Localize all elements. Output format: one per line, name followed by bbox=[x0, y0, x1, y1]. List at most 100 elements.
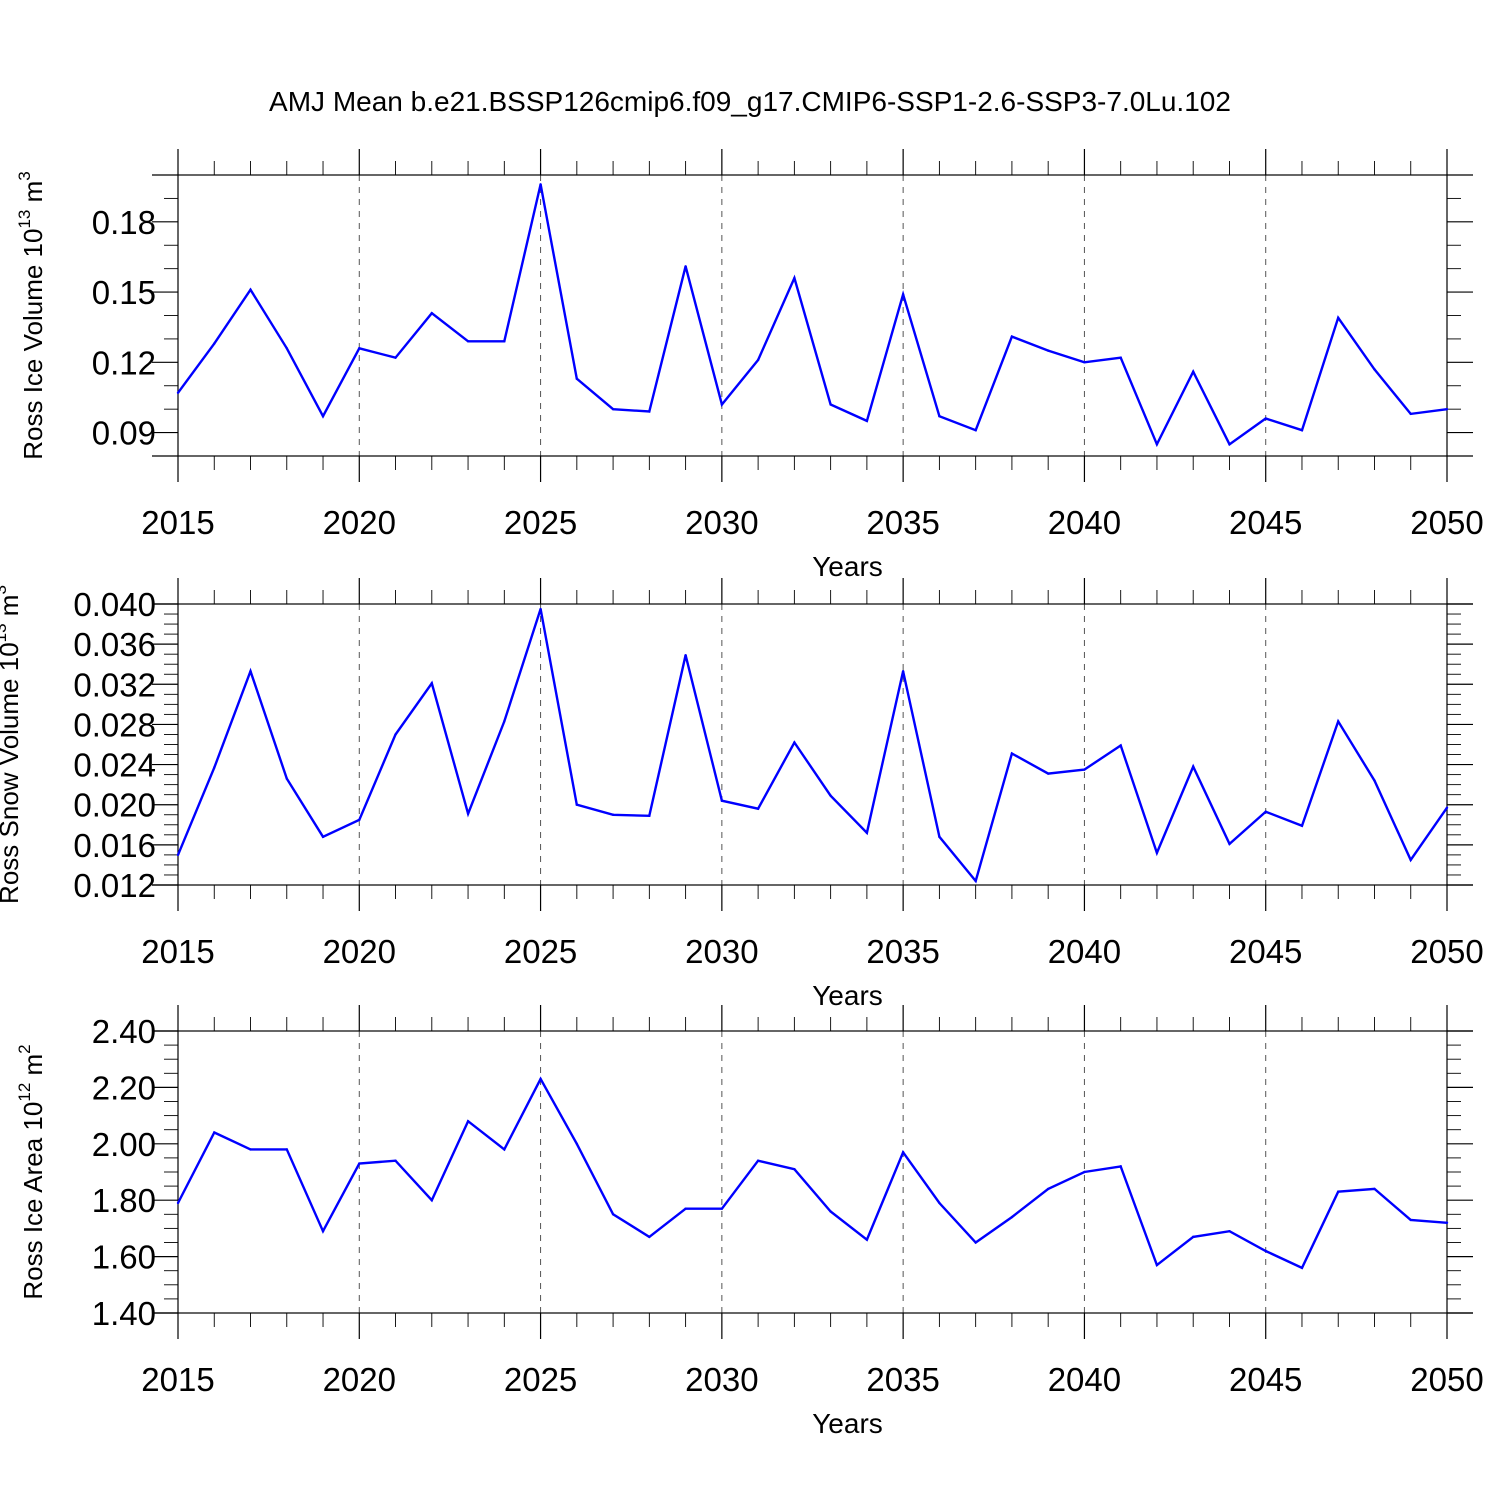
data-point bbox=[1083, 768, 1086, 771]
data-point bbox=[285, 347, 288, 350]
data-point bbox=[720, 403, 724, 406]
y-tick-label: 1.40 bbox=[92, 1295, 156, 1332]
data-point bbox=[539, 607, 542, 611]
data-point bbox=[1119, 1165, 1122, 1168]
data-point bbox=[213, 1131, 216, 1134]
data-point bbox=[756, 807, 760, 810]
x-tick-label: 2045 bbox=[1229, 933, 1302, 970]
data-point bbox=[793, 741, 796, 744]
data-point bbox=[829, 1210, 832, 1213]
x-axis-label: Years bbox=[812, 980, 883, 1011]
y-tick-label: 0.024 bbox=[73, 747, 156, 784]
series-line bbox=[176, 1076, 1448, 1270]
x-tick-label: 2020 bbox=[323, 504, 396, 541]
data-point bbox=[1228, 842, 1231, 846]
y-axis-label: Ross Ice Area 1012 m2 bbox=[15, 1044, 48, 1299]
y-axis-label-exponent: 13 bbox=[0, 623, 10, 642]
data-point bbox=[901, 293, 905, 296]
y-axis-label-exponent: 12 bbox=[15, 1083, 34, 1102]
data-point bbox=[1337, 1190, 1340, 1193]
plot-frame bbox=[177, 174, 1448, 457]
y-axis-label-text: Ross Snow Volume 10 bbox=[0, 642, 24, 904]
series-line bbox=[177, 184, 1448, 448]
data-point bbox=[1010, 335, 1014, 338]
data-point bbox=[1119, 744, 1122, 747]
x-tick-label: 2035 bbox=[866, 933, 939, 970]
data-point bbox=[1337, 316, 1340, 320]
data-point bbox=[249, 670, 252, 673]
data-point bbox=[829, 794, 832, 797]
data-point bbox=[575, 377, 579, 380]
x-tick-label: 2025 bbox=[504, 504, 577, 541]
data-point bbox=[249, 288, 252, 291]
plot-frame bbox=[177, 603, 1448, 886]
data-point bbox=[865, 1238, 869, 1241]
x-tick-label: 2035 bbox=[866, 1361, 939, 1398]
x-tick-label: 2035 bbox=[866, 504, 939, 541]
data-point bbox=[285, 1148, 288, 1151]
y-tick-label: 0.036 bbox=[73, 626, 156, 663]
data-point bbox=[974, 429, 977, 432]
data-point bbox=[1264, 810, 1267, 813]
y-tick-label: 2.40 bbox=[92, 1013, 156, 1050]
data-point bbox=[321, 1230, 325, 1233]
data-point bbox=[176, 853, 180, 857]
data-point bbox=[575, 1142, 579, 1146]
data-point bbox=[1409, 412, 1412, 416]
data-point bbox=[430, 682, 433, 685]
data-point bbox=[1155, 443, 1159, 446]
data-point bbox=[1155, 851, 1159, 855]
x-tick-label: 2040 bbox=[1048, 933, 1121, 970]
data-point bbox=[865, 419, 869, 423]
y-axis-label: Ross Ice Volume 1013 m3 bbox=[15, 171, 48, 460]
y-tick-label: 1.80 bbox=[92, 1182, 156, 1219]
y-axis-label-unit-exponent: 3 bbox=[15, 171, 34, 180]
data-point bbox=[285, 777, 288, 780]
data-point bbox=[1083, 361, 1086, 364]
data-point bbox=[466, 812, 470, 815]
data-point bbox=[539, 183, 542, 186]
data-point bbox=[503, 1148, 506, 1151]
data-point bbox=[648, 814, 651, 817]
data-point bbox=[1155, 1263, 1159, 1267]
x-tick-label: 2020 bbox=[323, 1361, 396, 1398]
data-point bbox=[1119, 356, 1122, 359]
data-point bbox=[938, 1201, 941, 1205]
y-axis-label-unit: m bbox=[18, 1054, 48, 1083]
y-tick-label: 0.032 bbox=[73, 666, 156, 703]
data-point bbox=[1409, 1218, 1412, 1222]
data-point bbox=[1300, 824, 1304, 827]
y-tick-label: 0.016 bbox=[73, 827, 156, 864]
x-tick-label: 2045 bbox=[1229, 504, 1302, 541]
data-point bbox=[358, 818, 361, 821]
data-point bbox=[938, 835, 941, 839]
data-point bbox=[1264, 417, 1267, 420]
data-point bbox=[684, 265, 687, 268]
data-point bbox=[974, 879, 977, 883]
plot-frame bbox=[177, 1030, 1448, 1314]
data-point bbox=[213, 766, 216, 769]
y-tick-label: 0.020 bbox=[73, 787, 156, 824]
data-point bbox=[1046, 1187, 1050, 1191]
x-tick-label: 2050 bbox=[1410, 504, 1483, 541]
data-point bbox=[756, 1159, 760, 1162]
y-axis-label-unit: m bbox=[0, 595, 24, 624]
data-point bbox=[1409, 858, 1412, 862]
data-point bbox=[430, 311, 433, 315]
y-tick-label: 1.60 bbox=[92, 1239, 156, 1276]
y-tick-label: 0.18 bbox=[92, 204, 156, 241]
data-point bbox=[720, 1207, 724, 1210]
data-point bbox=[321, 835, 325, 839]
y-tick-label: 0.040 bbox=[73, 586, 156, 623]
y-axis-label-text: Ross Ice Volume 10 bbox=[18, 229, 48, 460]
data-point bbox=[249, 1148, 252, 1151]
x-axis-label: Years bbox=[812, 551, 883, 582]
data-point bbox=[648, 1235, 651, 1239]
data-point bbox=[793, 276, 796, 280]
data-point bbox=[358, 347, 361, 350]
x-tick-label: 2015 bbox=[141, 1361, 214, 1398]
y-tick-label: 0.12 bbox=[92, 344, 156, 381]
data-point bbox=[1373, 779, 1376, 782]
y-axis-label-unit-exponent: 3 bbox=[0, 585, 10, 594]
data-point bbox=[1373, 368, 1376, 371]
